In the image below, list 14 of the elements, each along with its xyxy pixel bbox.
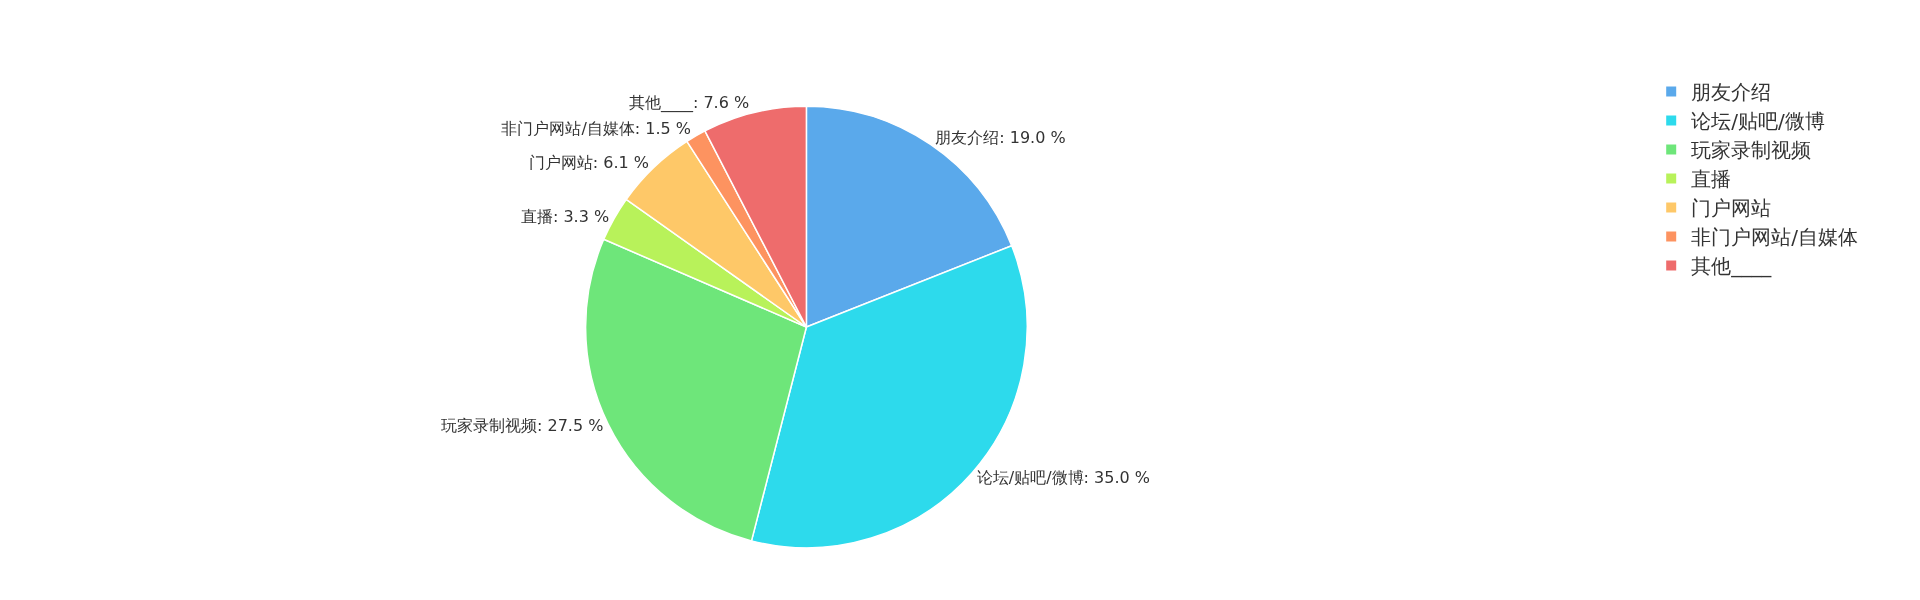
data-label: 朋友介绍: 19.0 %: [935, 128, 1066, 148]
data-label: 直播: 3.3 %: [520, 207, 610, 227]
data-label: 非门户网站/自媒体: 1.5 %: [501, 119, 692, 139]
legend-label: 门户网站: [1691, 196, 1772, 221]
legend-label: 其他____: [1691, 254, 1773, 279]
legend-label: 非门户网站/自媒体: [1691, 225, 1858, 250]
legend-label: 直播: [1691, 167, 1732, 192]
data-label: 玩家录制视频: 27.5 %: [440, 416, 604, 436]
data-label: 其他____: 7.6 %: [628, 93, 750, 114]
data-label: 门户网站: 6.1 %: [528, 153, 649, 173]
legend-label: 论坛/贴吧/微博: [1691, 109, 1825, 134]
legend-label: 玩家录制视频: [1691, 138, 1812, 163]
data-label: 论坛/贴吧/微博: 35.0 %: [976, 467, 1150, 487]
legend-label: 朋友介绍: [1691, 80, 1772, 105]
